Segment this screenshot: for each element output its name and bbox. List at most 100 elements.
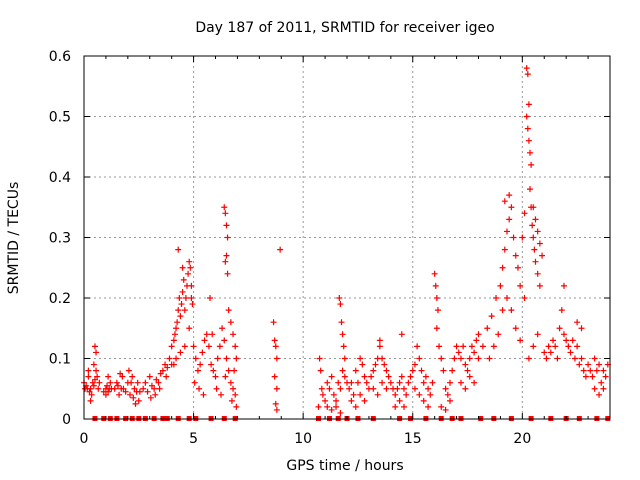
x-tick-label: 5 <box>189 431 198 447</box>
data-point <box>227 379 234 386</box>
data-point <box>563 337 570 344</box>
data-point <box>361 373 368 380</box>
data-point <box>93 367 100 374</box>
data-point <box>130 394 137 401</box>
data-point <box>524 125 531 132</box>
data-point <box>163 373 170 380</box>
data-point <box>162 361 169 368</box>
data-point <box>501 198 508 205</box>
data-point <box>88 391 95 398</box>
data-point <box>174 319 181 326</box>
data-point <box>324 379 331 386</box>
data-point <box>462 385 469 392</box>
data-point <box>524 71 531 78</box>
data-point <box>530 234 537 241</box>
data-point <box>442 406 449 413</box>
data-point <box>102 391 109 398</box>
data-point <box>122 388 129 395</box>
data-point <box>85 373 92 380</box>
data-point <box>519 234 526 241</box>
data-point <box>212 373 219 380</box>
data-point <box>499 264 506 271</box>
y-tick-label: 0.4 <box>49 170 71 186</box>
data-point <box>189 301 196 308</box>
data-point <box>341 373 348 380</box>
data-point <box>153 376 160 383</box>
data-point <box>217 391 224 398</box>
data-point <box>363 379 370 386</box>
data-point <box>387 379 394 386</box>
data-point <box>541 349 548 356</box>
data-point <box>173 325 180 332</box>
data-point <box>146 373 153 380</box>
data-point <box>400 385 407 392</box>
data-point <box>357 355 364 362</box>
data-point <box>116 391 123 398</box>
data-point <box>447 397 454 404</box>
data-point <box>339 331 346 338</box>
data-point <box>495 331 502 338</box>
data-point <box>151 385 158 392</box>
data-point <box>94 373 101 380</box>
data-point <box>596 391 603 398</box>
data-point <box>475 331 482 338</box>
data-point <box>449 367 456 374</box>
data-point <box>140 385 147 392</box>
data-point <box>337 301 344 308</box>
data-point <box>142 379 149 386</box>
data-point <box>188 282 195 289</box>
data-point <box>479 343 486 350</box>
data-point <box>394 385 401 392</box>
data-point <box>318 385 325 392</box>
data-point <box>475 355 482 362</box>
data-point <box>91 343 98 350</box>
data-point <box>214 355 221 362</box>
data-point <box>173 355 180 362</box>
data-point <box>560 282 567 289</box>
data-point <box>166 355 173 362</box>
data-point <box>186 258 193 265</box>
data-point <box>431 270 438 277</box>
data-point <box>114 382 121 389</box>
data-point <box>159 367 166 374</box>
y-tick-label: 0.3 <box>49 231 71 247</box>
data-point <box>225 307 232 314</box>
data-point <box>144 388 151 395</box>
data-point <box>600 367 607 374</box>
data-point <box>191 379 198 386</box>
data-point <box>574 343 581 350</box>
data-point <box>148 382 155 389</box>
data-point <box>598 379 605 386</box>
data-point <box>359 361 366 368</box>
data-point <box>190 343 197 350</box>
data-point <box>338 319 345 326</box>
data-point <box>531 246 538 253</box>
x-tick-label: 0 <box>80 431 89 447</box>
data-point <box>376 343 383 350</box>
data-point <box>457 379 464 386</box>
data-point <box>525 101 532 108</box>
data-point <box>503 295 510 301</box>
data-point <box>147 394 154 401</box>
data-point <box>530 343 537 350</box>
data-point <box>525 137 532 144</box>
data-point <box>315 403 322 410</box>
data-point <box>232 343 239 350</box>
data-point <box>352 403 359 410</box>
data-point <box>207 295 214 301</box>
data-point <box>464 367 471 374</box>
data-point <box>340 343 347 350</box>
data-point <box>227 319 234 326</box>
data-point <box>222 258 229 265</box>
data-point <box>91 376 98 383</box>
data-point <box>411 385 418 392</box>
data-point <box>376 337 383 344</box>
data-point <box>484 325 491 332</box>
data-point <box>90 382 97 389</box>
data-point <box>192 355 199 362</box>
data-point <box>471 349 478 356</box>
data-point <box>352 367 359 374</box>
data-point <box>523 65 530 72</box>
